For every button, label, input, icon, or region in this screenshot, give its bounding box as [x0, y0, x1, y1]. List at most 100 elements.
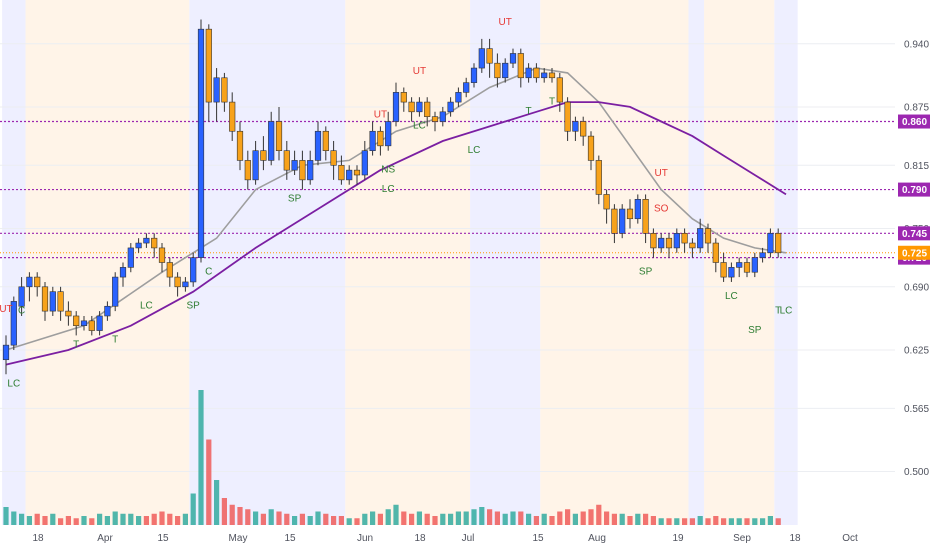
candle	[88, 315, 95, 336]
volume-bar	[736, 518, 742, 525]
y-tick-label: 0.940	[904, 39, 929, 50]
volume-bar	[674, 518, 680, 525]
volume-bar	[159, 511, 165, 525]
background-band	[470, 0, 541, 525]
annotation-label: T	[549, 96, 555, 107]
level-tag	[898, 182, 930, 197]
candle	[252, 140, 259, 185]
volume-bar	[721, 518, 727, 525]
candle	[658, 233, 665, 253]
volume-bar	[448, 513, 454, 525]
candle-body	[158, 247, 166, 263]
candle	[34, 272, 41, 297]
candle-body	[205, 28, 212, 103]
volume-bar	[697, 516, 703, 525]
candle-body	[767, 233, 774, 254]
volume-bar	[518, 511, 524, 525]
candle	[283, 140, 290, 180]
candle	[541, 68, 548, 83]
candle	[736, 257, 743, 278]
volume-bar	[424, 513, 430, 525]
candle	[548, 68, 556, 83]
candle	[525, 63, 532, 83]
candle-body	[385, 121, 392, 147]
volume-bar	[292, 516, 298, 525]
volume-bar	[315, 511, 321, 525]
volume-bar	[401, 511, 407, 525]
candle-body	[728, 267, 735, 278]
volume-bar	[237, 507, 243, 525]
candle	[681, 228, 688, 253]
x-tick-label: 18	[32, 533, 44, 544]
candle	[416, 97, 423, 117]
candle-body	[642, 199, 649, 234]
candle-body	[408, 101, 415, 113]
volume-bar	[354, 518, 360, 525]
candle	[587, 131, 595, 171]
candle-body	[525, 67, 532, 79]
volume-bar	[260, 513, 266, 525]
volume-bar	[377, 513, 383, 525]
candle	[41, 281, 49, 321]
candle	[572, 116, 579, 141]
candle-body	[580, 121, 587, 137]
volume-bar	[393, 504, 399, 525]
annotation-label: LC	[382, 184, 395, 195]
volume-bar	[752, 518, 758, 525]
candle	[330, 140, 337, 180]
volume-bar	[635, 513, 641, 525]
x-axis[interactable]: 18 Apr 15 May 15 Jun 18 Jul 15 Aug 19 Sep 18 Oct	[0, 525, 932, 550]
background-band	[688, 0, 705, 525]
candle	[299, 150, 306, 190]
volume-bar	[385, 509, 391, 525]
x-tick-label: Aug	[588, 533, 606, 544]
candle	[213, 68, 220, 122]
candle-body	[697, 228, 704, 249]
candle	[743, 257, 751, 278]
annotation-label: C	[18, 305, 25, 316]
candle	[775, 228, 782, 258]
candle	[236, 121, 244, 171]
volume-bar	[81, 516, 87, 525]
candle-body	[463, 82, 470, 93]
candle-body	[190, 257, 197, 283]
candle-body	[392, 92, 400, 122]
candle	[65, 301, 72, 326]
candle-body	[548, 72, 556, 79]
candle	[533, 63, 540, 83]
y-tick-label: 0.875	[904, 102, 929, 113]
volume-bar	[268, 509, 274, 525]
volume-bar	[643, 513, 649, 525]
volume-bar	[510, 511, 516, 525]
volume-bar	[42, 516, 48, 525]
volume-bar	[214, 480, 220, 525]
y-axis-background	[895, 0, 932, 550]
candle	[704, 223, 712, 253]
y-tick-label: 0.500	[904, 467, 929, 478]
y-axis[interactable]: 0.5000.5650.6250.6900.7500.8150.8750.940…	[895, 0, 932, 550]
candle-body	[673, 233, 680, 249]
candle-body	[2, 344, 10, 361]
candle	[369, 121, 376, 156]
candle	[697, 218, 704, 253]
volume-bar	[463, 511, 469, 525]
candle	[556, 72, 563, 112]
candle-body	[49, 291, 56, 312]
level-tag-label: 0.745	[902, 229, 927, 240]
candle-body	[361, 150, 368, 176]
candle	[759, 247, 766, 263]
annotation-label: SP	[639, 267, 653, 278]
volume-bar	[689, 518, 695, 525]
candle	[689, 238, 696, 258]
candle-body	[236, 130, 244, 161]
candle-body	[447, 101, 454, 113]
candle-body	[626, 208, 634, 220]
volume-bar	[112, 511, 118, 525]
volume-bar	[26, 516, 32, 525]
volume-bar	[596, 504, 602, 525]
volume-bar	[455, 511, 461, 525]
candle-body	[174, 276, 181, 288]
candle-body	[603, 194, 610, 210]
volume-bar	[19, 513, 25, 525]
